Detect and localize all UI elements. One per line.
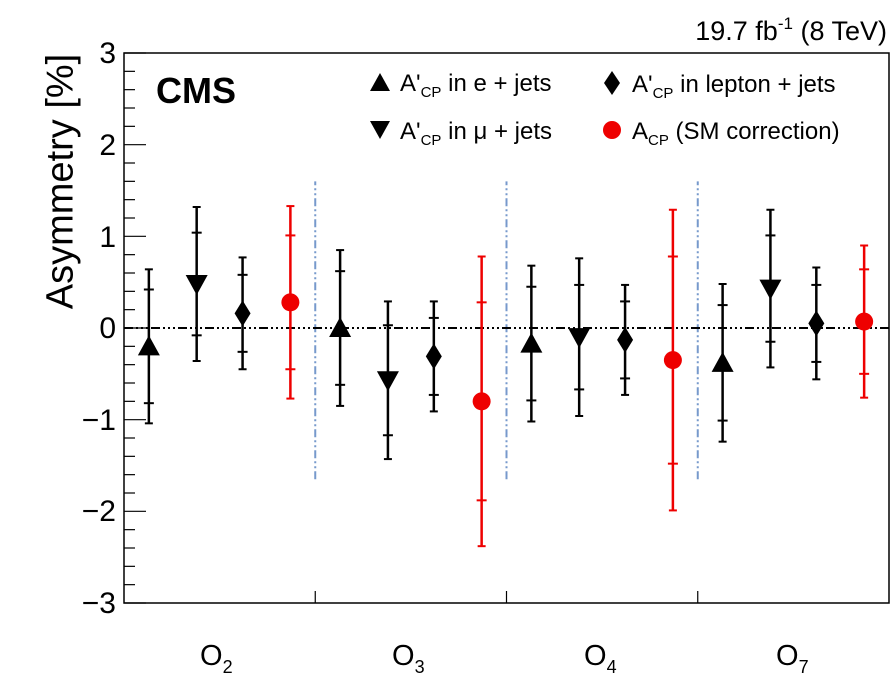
category-separators [314, 181, 699, 480]
data-point [472, 255, 491, 548]
marker-diamond [234, 300, 251, 327]
data-point [281, 205, 300, 400]
marker-triangle-down [568, 328, 591, 349]
diamond-marker-icon [600, 70, 624, 103]
marker-circle [855, 312, 874, 331]
marker-triangle-up [137, 335, 160, 356]
x-category-label: O4 [584, 640, 617, 677]
triangle-down-marker-icon [368, 119, 392, 148]
marker-triangle-up [329, 317, 352, 337]
y-tick-label: −2 [81, 495, 116, 528]
y-tick-label: −1 [81, 404, 116, 437]
marker-circle [472, 392, 491, 411]
legend-entry-sm-correction: ACP (SM correction) [600, 118, 840, 149]
data-point [520, 264, 543, 423]
experiment-label: CMS [156, 70, 236, 111]
circle-marker-icon [600, 119, 624, 148]
axis-ticks [124, 52, 699, 604]
data-point [376, 300, 399, 461]
data-point [808, 266, 825, 381]
data-point [137, 268, 160, 425]
marker-circle [281, 293, 300, 312]
marker-triangle-down [185, 275, 208, 295]
marker-diamond [808, 310, 825, 337]
data-point [234, 256, 251, 371]
marker-circle [663, 351, 682, 370]
data-point [711, 283, 734, 443]
marker-triangle-down [376, 371, 399, 392]
y-tick-label: 2 [99, 129, 116, 162]
luminosity-label: 19.7 fb-1 (8 TeV) [695, 14, 887, 46]
y-axis-label: Asymmetry [%] [39, 53, 82, 310]
data-point [185, 206, 208, 362]
legend-entry-e-jets: A'CP in e + jets [368, 70, 552, 101]
data-point [568, 257, 591, 417]
marker-diamond [425, 343, 442, 370]
x-category-label: O3 [392, 640, 425, 677]
data-point [425, 300, 442, 413]
y-tick-label: 1 [99, 221, 116, 254]
y-tick-label: 3 [99, 37, 116, 70]
data-marks [137, 205, 874, 548]
data-point [663, 208, 682, 512]
marker-triangle-down [759, 279, 782, 300]
marker-triangle-up [711, 351, 734, 372]
x-category-label: O7 [776, 640, 809, 677]
legend-entry-mu-jets: A'CP in μ + jets [368, 118, 552, 149]
data-point [329, 249, 352, 407]
data-point [759, 208, 782, 369]
marker-diamond [617, 326, 634, 353]
data-point [617, 283, 634, 396]
triangle-up-marker-icon [368, 71, 392, 100]
y-tick-label: 0 [99, 312, 116, 345]
x-category-label: O2 [200, 640, 233, 677]
legend-entry-lepton-jets: A'CP in lepton + jets [600, 70, 836, 103]
data-point [855, 244, 874, 399]
marker-triangle-up [520, 332, 543, 353]
y-tick-label: −3 [81, 587, 116, 620]
